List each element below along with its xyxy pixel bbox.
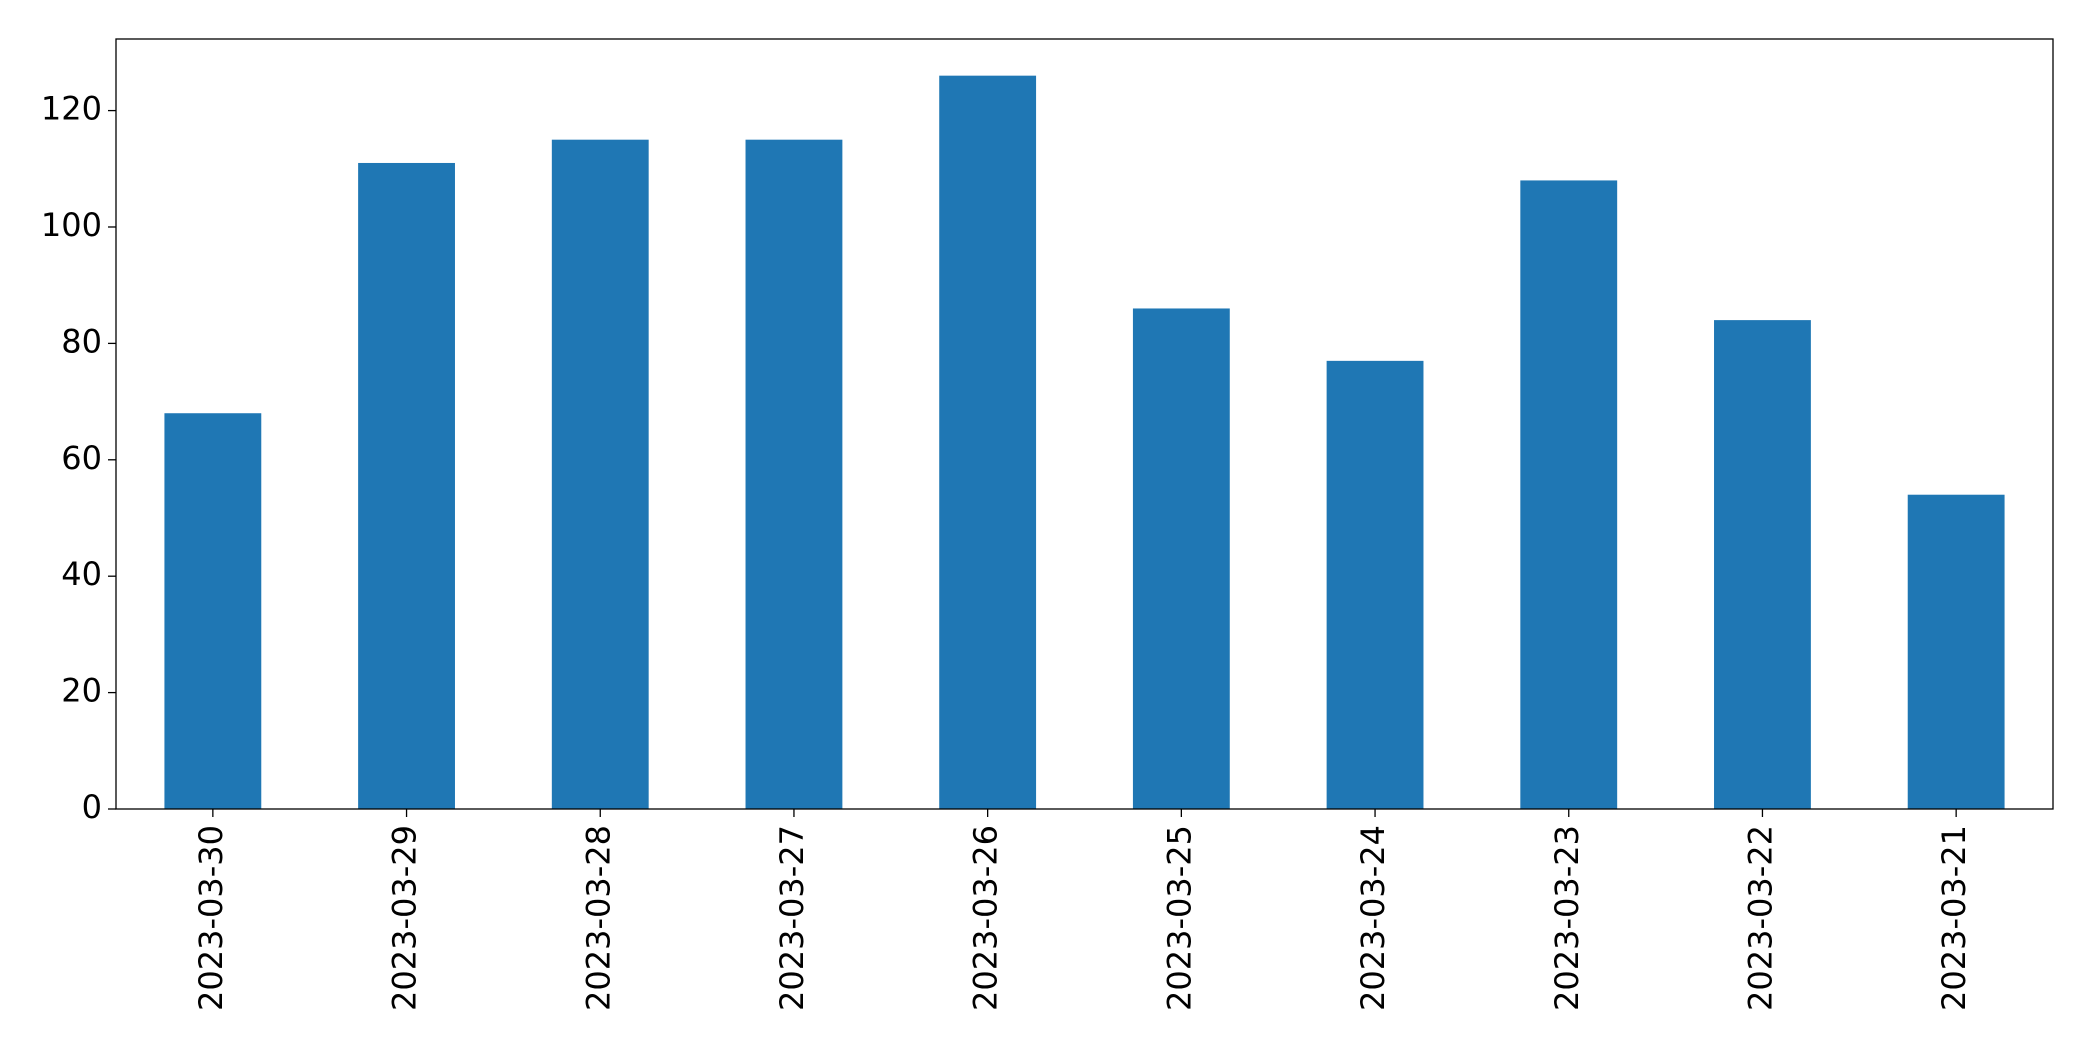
y-tick-label: 100 [41,206,102,244]
y-tick-label: 0 [82,788,102,826]
x-tick-label: 2023-03-30 [192,825,230,1011]
bar [358,162,455,809]
bar [745,139,843,809]
x-tick-label: 2023-03-27 [773,825,811,1011]
y-tick-label: 80 [61,322,102,360]
y-tick-label: 40 [61,555,102,593]
bar [1132,308,1230,809]
bar [1326,360,1424,809]
x-tick-label: 2023-03-29 [386,825,424,1011]
x-tick-label: 2023-03-28 [579,825,617,1011]
bar [939,75,1037,809]
y-tick-label: 120 [41,90,102,128]
bar [1714,320,1811,809]
x-tick-label: 2023-03-24 [1354,825,1392,1011]
x-tick-label: 2023-03-22 [1741,825,1779,1011]
bar [551,139,649,809]
x-tick-label: 2023-03-23 [1548,825,1586,1011]
x-tick-label: 2023-03-25 [1160,825,1198,1011]
bar [1520,180,1618,809]
y-tick-label: 60 [61,439,102,477]
x-tick-label: 2023-03-26 [967,825,1005,1011]
bar [1907,494,2005,809]
y-tick-label: 20 [61,672,102,710]
x-tick-label: 2023-03-21 [1935,825,1973,1011]
plot-frame [115,38,2054,810]
bar [164,413,262,809]
